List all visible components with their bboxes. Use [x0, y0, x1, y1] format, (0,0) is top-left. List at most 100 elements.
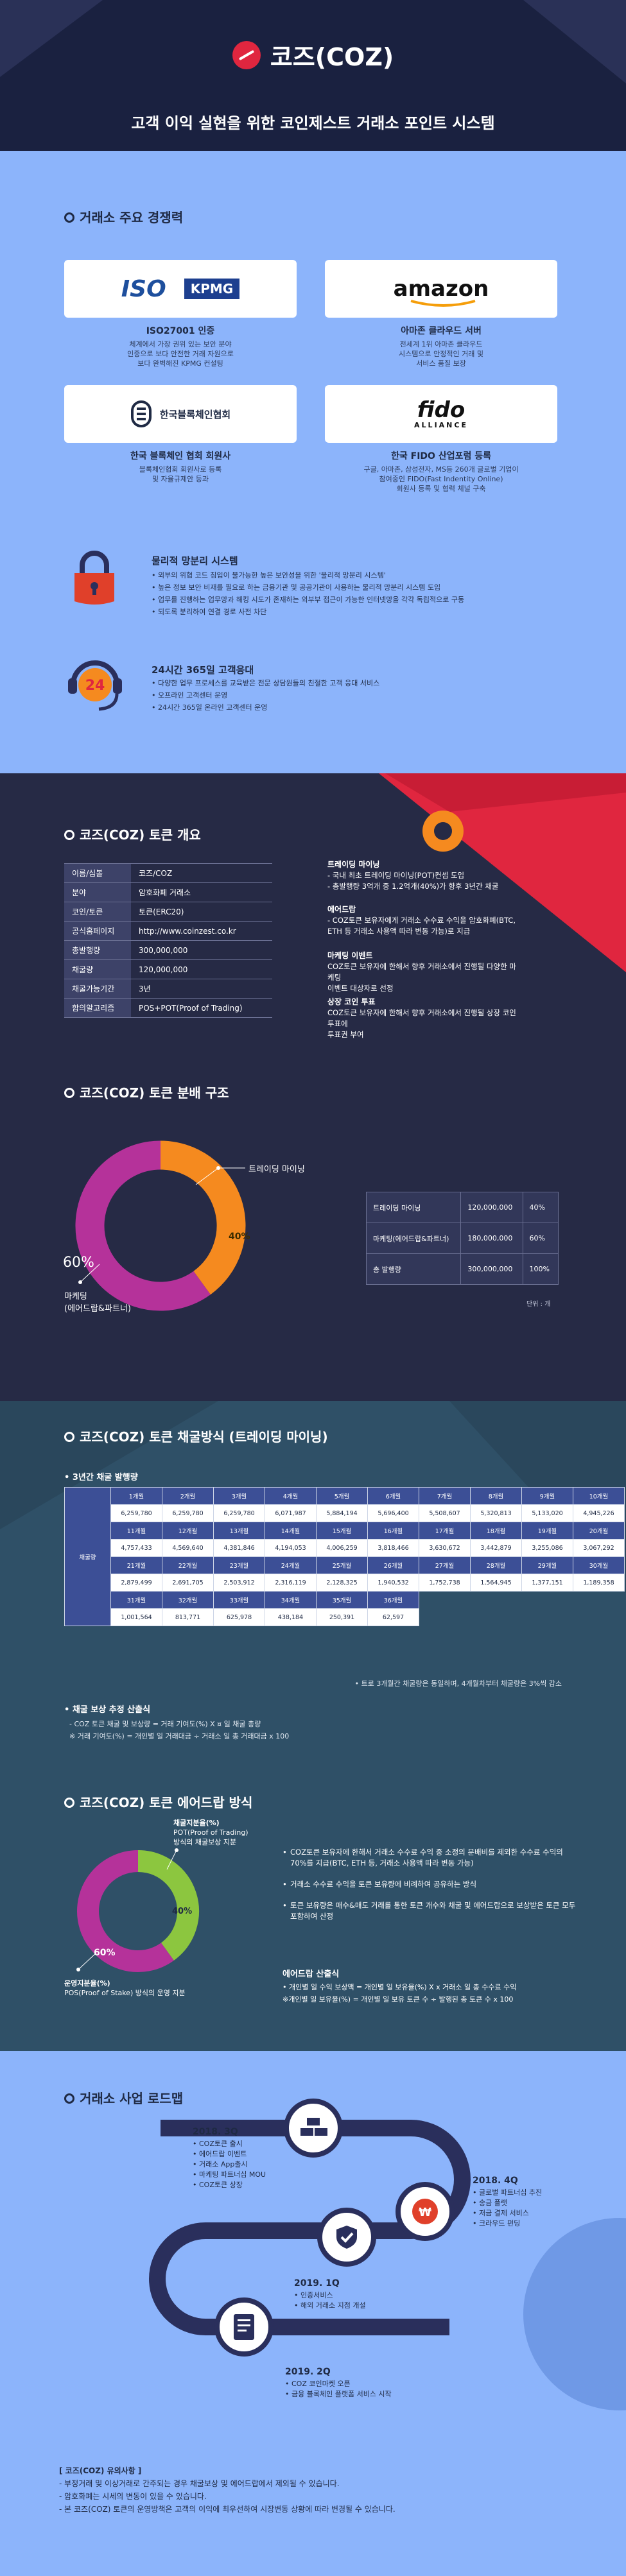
- ring-icon: [64, 2093, 74, 2104]
- table-row: 채굴량 1개월 2개월 3개월 4개월 5개월 6개월 7개월 8개월 9개월 10개월: [64, 1487, 625, 1626]
- month-cell: 2개월: [162, 1487, 214, 1505]
- distribution-title: 코즈(COZ) 토큰 분배 구조: [64, 1083, 229, 1101]
- pct-marketing-label: 60%: [63, 1255, 94, 1271]
- value-cell: 4,006,259: [316, 1539, 368, 1557]
- roadmap-step2-circle: ₩: [396, 2182, 455, 2241]
- notice-line: - 본 코즈(COZ) 토큰의 운영방책은 고객의 이익에 최우선하여 시장변동…: [59, 2505, 396, 2514]
- ring-icon: [64, 1798, 74, 1808]
- fido-logo: fido: [417, 397, 465, 423]
- month-cell: 27개월: [419, 1556, 471, 1574]
- list-item: 거래소 수수료 수익을 토큰 보유량에 비례하여 공유하는 방식: [283, 1879, 578, 1890]
- document-icon: [234, 2314, 254, 2340]
- card-fido-caption: 한국 FIDO 산업포럼 등록 구글, 아마존, 삼성전자, MS등 260개 …: [325, 449, 557, 494]
- month-cell: 17개월: [419, 1522, 471, 1540]
- reward-title: • 채굴 보상 추정 산출식: [64, 1705, 151, 1715]
- month-cell: 30개월: [573, 1556, 625, 1574]
- list-item: 외부의 위협 코드 침입이 불가능한 높은 보안성을 위한 '물리적 망분리 시…: [152, 569, 550, 581]
- card-title: ISO27001 인증: [146, 326, 215, 336]
- slice-marketing: [75, 1140, 211, 1311]
- roadmap-step4-circle: [214, 2297, 274, 2357]
- month-cell: 8개월: [470, 1487, 522, 1505]
- value-cell: 4,569,640: [162, 1539, 214, 1557]
- table-row: 이름/심볼 코즈/COZ: [64, 863, 272, 883]
- roadmap-step3-circle: [317, 2208, 376, 2267]
- distribution-table: 트레이딩 마이닝 120,000,000 40% 마케팅(에어드랍&파트너) 180,…: [365, 1192, 559, 1285]
- table-row: 코인/토큰 토큰(ERC20): [64, 902, 272, 922]
- slice-mining-share: [137, 1850, 199, 1961]
- footer-section: [ 코즈(COZ) 유의사항 ] - 부정거래 및 이상거래로 간주되는 경우 …: [0, 2449, 626, 2576]
- airdrop-label-bottom: 운영지분율(%) POS(Proof of Stake) 방식의 운영 지분: [64, 1979, 186, 1997]
- coz-logo-icon: [232, 40, 261, 69]
- value-cell: 3,067,292: [573, 1539, 625, 1557]
- ring-icon: [64, 1088, 74, 1098]
- value-cell: 4,381,846: [213, 1539, 265, 1557]
- month-cell: 35개월: [316, 1591, 368, 1609]
- value-cell: 1,564,945: [470, 1574, 522, 1592]
- card-iso: ISO KPMG: [64, 260, 297, 318]
- legend-trading: 트레이딩 마이닝: [248, 1165, 305, 1174]
- ring-icon: [64, 830, 74, 840]
- kpmg-logo: KPMG: [184, 279, 240, 299]
- slice-operating-share: [77, 1850, 174, 1972]
- logo[interactable]: 코즈(COZ): [0, 37, 626, 73]
- security-title: 물리적 망분리 시스템: [152, 555, 238, 567]
- month-cell: 28개월: [470, 1556, 522, 1574]
- value-cell: 3,442,879: [470, 1539, 522, 1557]
- airdrop-label-top: 채굴지분율(%) POT(Proof of Trading) 방식의 채굴보상 지분: [173, 1819, 248, 1846]
- value-cell: 1,001,564: [110, 1608, 162, 1626]
- table-row: 채굴량 120,000,000: [64, 959, 272, 979]
- value-cell: 438,184: [265, 1608, 317, 1626]
- table-row: 분야 암호화폐 거래소: [64, 882, 272, 902]
- legend-marketing: 마케팅 (에어드랍&파트너): [64, 1292, 132, 1314]
- month-cell: 34개월: [265, 1591, 317, 1609]
- value-cell: 6,259,780: [110, 1504, 162, 1522]
- list-item: 오프라인 고객센터 운영: [152, 689, 511, 701]
- exchange-section: 거래소 주요 경쟁력 ISO KPMG ISO27001 인증 체계에서 가장 …: [0, 151, 626, 773]
- month-cell: 24개월: [265, 1556, 317, 1574]
- value-cell: 5,133,020: [521, 1504, 573, 1522]
- value-cell: 5,884,194: [316, 1504, 368, 1522]
- mining-schedule-table: 채굴량 1개월 2개월 3개월 4개월 5개월 6개월 7개월 8개월 9개월 10개월 6,259,…: [64, 1487, 625, 1626]
- list-item: 높은 정보 보안 비재를 필요로 하는 금융기관 및 공공기관이 사용하는 물리…: [152, 581, 550, 594]
- page-subtitle: 고객 이익 실현을 위한 코인제스트 거래소 포인트 시스템: [131, 114, 495, 132]
- table-row: 트레이딩 마이닝 120,000,000 40%: [365, 1192, 559, 1223]
- logo-text: 코즈(COZ): [270, 43, 394, 71]
- value-cell: 2,691,705: [162, 1574, 214, 1592]
- table-row: 4,757,433 4,569,640 4,381,846 4,194,053 4,00…: [65, 1539, 625, 1557]
- lock-icon: [74, 551, 114, 605]
- table-row: 채굴가능기간 3년: [64, 979, 272, 999]
- table-row: 총 발행량 300,000,000 100%: [365, 1253, 559, 1285]
- value-cell: 2,128,325: [316, 1574, 368, 1592]
- amazon-smile-icon: [410, 300, 476, 307]
- ov-block-airdrop: 에어드랍 - COZ토큰 보유자에게 거래소 수수료 수익을 암호화폐(BTC, …: [327, 905, 516, 936]
- exchange-title: 거래소 주요 경쟁력: [64, 207, 183, 226]
- value-cell: 3,630,672: [419, 1539, 471, 1557]
- month-cell: 36개월: [367, 1591, 419, 1609]
- month-cell: 26개월: [367, 1556, 419, 1574]
- card-title: 한국 블록체인 협회 회원사: [130, 451, 231, 461]
- side-label: 채굴량: [64, 1487, 111, 1626]
- card-desc: 체계에서 가장 권위 있는 보안 분야 인증으로 보다 안전한 거래 자원으로 보다…: [127, 340, 234, 368]
- table-row: 마케팅(에어드랍&파트너) 180,000,000 60%: [365, 1223, 559, 1254]
- card-desc: 전세계 1위 아마존 클라우드 시스템으로 안정적인 거래 및 서비스 품질 보장: [399, 340, 483, 368]
- month-cell: 23개월: [213, 1556, 265, 1574]
- token-info-table: 이름/심볼 코즈/COZ 분야 암호화폐 거래소 코인/토큰 토큰(ERC20) 공식…: [64, 863, 272, 1018]
- card-kba: 한국블록체인협회: [64, 385, 297, 443]
- card-kba-caption: 한국 블록체인 협회 회원사 블록체인협회 회원사로 등록 및 자율규제안 등과: [64, 449, 297, 484]
- iso-logo: ISO: [121, 275, 166, 302]
- month-cell: 31개월: [110, 1591, 162, 1609]
- list-item: 되도록 분리하여 연결 경로 사전 차단: [152, 606, 550, 618]
- table-row: 21개월 22개월 23개월 24개월 25개월 26개월 27개월 28개월 29개월 30개월: [65, 1556, 625, 1574]
- ov-block-vote: 상장 코인 투표 COZ토큰 보유자에 한해서 향후 거래소에서 진행될 상장 코…: [327, 997, 516, 1039]
- table-row: 11개월 12개월 13개월 14개월 15개월 16개월 17개월 18개월 19개월 20개월: [65, 1522, 625, 1540]
- unit-label: 단위 : 개: [526, 1301, 551, 1308]
- list-item: COZ토큰 보유자에 한해서 거래소 수수료 수익 중 소정의 분배비를 제외한…: [283, 1847, 578, 1869]
- month-cell: 22개월: [162, 1556, 214, 1574]
- value-cell: 1,940,532: [367, 1574, 419, 1592]
- airdrop-calc-formula: • 개인별 일 수익 보상액 = 개인별 일 보유율(%) X x 거래소 일 …: [283, 1983, 517, 2004]
- value-cell: 4,194,053: [265, 1539, 317, 1557]
- roadmap-2019-1q: 2019. 1Q • 인증서비스 • 해외 거래소 지점 개설: [294, 2278, 366, 2310]
- month-cell: 25개월: [316, 1556, 368, 1574]
- value-cell: 4,945,226: [573, 1504, 625, 1522]
- value-cell: 6,071,987: [265, 1504, 317, 1522]
